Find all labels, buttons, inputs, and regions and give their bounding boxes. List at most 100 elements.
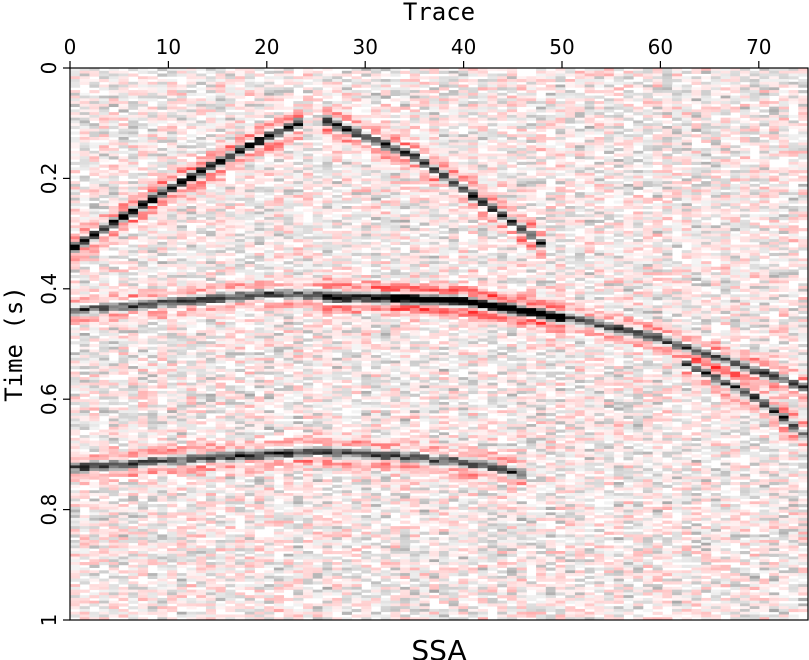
seismic-cell <box>283 493 294 497</box>
seismic-cell <box>235 559 246 563</box>
seismic-cell <box>128 153 139 157</box>
seismic-cell <box>99 429 110 433</box>
seismic-cell <box>79 208 90 212</box>
seismic-cell <box>137 501 149 505</box>
seismic-cell <box>341 468 352 472</box>
seismic-cell <box>196 581 207 585</box>
seismic-cell <box>351 230 362 234</box>
seismic-cell <box>351 319 362 323</box>
seismic-cell <box>264 206 275 210</box>
seismic-cell <box>332 346 343 350</box>
seismic-cell <box>137 203 149 207</box>
seismic-cell <box>108 382 119 386</box>
seismic-cell <box>157 286 168 290</box>
seismic-cell <box>283 454 294 458</box>
seismic-cell <box>186 81 197 85</box>
seismic-cell <box>70 206 81 210</box>
seismic-cell <box>205 592 217 596</box>
seismic-cell <box>303 170 314 174</box>
seismic-cell <box>235 170 246 174</box>
seismic-cell <box>341 352 352 356</box>
seismic-cell <box>157 120 168 124</box>
seismic-cell <box>186 283 197 287</box>
seismic-cell <box>244 357 255 361</box>
seismic-cell <box>215 192 226 196</box>
seismic-cell <box>205 236 217 240</box>
seismic-cell <box>89 258 100 262</box>
seismic-cell <box>235 189 246 193</box>
seismic-cell <box>293 76 304 80</box>
seismic-cell <box>273 597 285 602</box>
seismic-cell <box>341 520 352 524</box>
seismic-cell <box>332 84 343 88</box>
seismic-cell <box>312 294 323 298</box>
seismic-cell <box>205 103 217 108</box>
seismic-cell <box>70 302 81 306</box>
seismic-cell <box>225 87 236 91</box>
seismic-cell <box>128 106 139 110</box>
seismic-cell <box>196 137 207 141</box>
seismic-cell <box>273 495 285 499</box>
seismic-cell <box>244 103 255 108</box>
seismic-cell <box>264 92 275 96</box>
seismic-cell <box>332 114 343 119</box>
seismic-cell <box>254 520 265 524</box>
seismic-cell <box>167 454 178 458</box>
seismic-cell <box>70 275 81 279</box>
seismic-cell <box>215 448 226 453</box>
seismic-cell <box>341 584 352 588</box>
seismic-cell <box>293 517 304 522</box>
seismic-cell <box>254 537 265 541</box>
seismic-cell <box>70 258 81 262</box>
seismic-cell <box>99 520 110 524</box>
seismic-cell <box>79 275 90 279</box>
seismic-cell <box>273 341 285 345</box>
seismic-cell <box>293 258 304 262</box>
seismic-cell <box>332 148 343 152</box>
seismic-cell <box>147 377 158 381</box>
seismic-cell <box>322 429 333 433</box>
seismic-cell <box>235 390 246 395</box>
seismic-cell <box>70 539 81 544</box>
seismic-cell <box>235 573 246 577</box>
seismic-cell <box>70 266 81 270</box>
seismic-cell <box>235 446 246 450</box>
seismic-cell <box>205 617 217 621</box>
seismic-cell <box>351 117 362 121</box>
seismic-cell <box>254 401 265 406</box>
seismic-cell <box>79 291 90 295</box>
seismic-cell <box>225 437 236 441</box>
seismic-cell <box>225 479 236 483</box>
seismic-cell <box>196 208 207 212</box>
seismic-cell <box>89 424 100 428</box>
seismic-cell <box>332 103 343 108</box>
seismic-cell <box>341 595 352 599</box>
seismic-cell <box>89 352 100 356</box>
seismic-cell <box>89 214 100 218</box>
seismic-cell <box>322 479 333 483</box>
seismic-cell <box>167 117 178 121</box>
seismic-cell <box>322 219 333 223</box>
seismic-cell <box>108 241 119 246</box>
seismic-cell <box>215 286 226 290</box>
seismic-cell <box>186 280 197 284</box>
seismic-cell <box>196 106 207 110</box>
seismic-cell <box>70 203 81 207</box>
seismic-cell <box>79 324 90 328</box>
seismic-cell <box>303 197 314 201</box>
seismic-cell <box>196 470 207 475</box>
seismic-cell <box>108 310 119 315</box>
seismic-cell <box>312 156 323 160</box>
seismic-cell <box>254 443 265 447</box>
seismic-cell <box>283 440 294 444</box>
seismic-cell <box>341 98 352 102</box>
seismic-cell <box>273 346 285 350</box>
seismic-cell <box>79 247 90 251</box>
seismic-cell <box>128 564 139 568</box>
seismic-cell <box>137 92 149 96</box>
seismic-cell <box>264 424 275 428</box>
seismic-cell <box>118 217 129 221</box>
seismic-cell <box>167 570 178 574</box>
seismic-cell <box>108 468 119 472</box>
seismic-cell <box>235 206 246 210</box>
